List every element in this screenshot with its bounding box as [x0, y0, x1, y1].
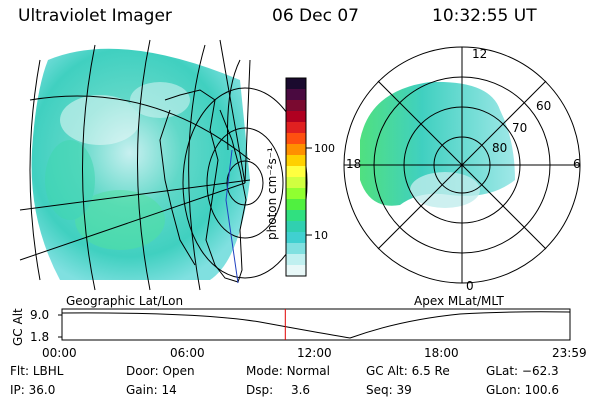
glon-info: GLon: 100.6 — [486, 383, 559, 397]
colorbar-cell — [286, 243, 306, 255]
colorbar — [285, 77, 312, 277]
door-label: Door: — [126, 364, 159, 378]
mode-value: Normal — [286, 364, 330, 378]
geo-grid — [19, 39, 308, 291]
polar-mlt-12: 12 — [472, 47, 487, 61]
colorbar-cell — [286, 199, 306, 211]
altitude-curve — [61, 311, 571, 339]
colorbar-cell — [286, 89, 306, 101]
colorbar-cell — [286, 265, 306, 277]
filter-info: Flt: LBHL — [10, 364, 63, 378]
geo-map — [19, 39, 308, 291]
polar-mlt-6: 6 — [573, 157, 581, 171]
colorbar-cell — [286, 133, 306, 145]
polar-grid — [343, 46, 581, 284]
polar-mlt-18: 18 — [346, 157, 361, 171]
door-info: Door: Open — [126, 364, 195, 378]
altitude-xtick-2: 12:00 — [297, 346, 332, 360]
mode-info: Mode: Normal — [246, 364, 330, 378]
door-value: Open — [162, 364, 195, 378]
glat-value: −62.3 — [521, 364, 559, 378]
geo-coastline — [164, 89, 247, 283]
gc-alt-info: GC Alt: 6.5 Re — [366, 364, 450, 378]
filter-label: Flt: — [10, 364, 29, 378]
colorbar-cell — [286, 122, 306, 134]
colorbar-cell — [286, 166, 306, 178]
glat-label: GLat: — [486, 364, 519, 378]
ip-info: IP: 36.0 — [10, 383, 55, 397]
altitude-xtick-4: 23:59 — [552, 346, 587, 360]
polar-map — [343, 46, 581, 284]
colorbar-cell — [286, 232, 306, 244]
altitude-ytick-high: 9.0 — [30, 308, 49, 322]
polar-map-label: Apex MLat/MLT — [414, 294, 504, 308]
seq-info: Seq: 39 — [366, 383, 412, 397]
polar-lat-60: 60 — [536, 99, 551, 113]
dsp-value: 3.6 — [290, 383, 311, 397]
altitude-ytick-low: 1.8 — [30, 330, 49, 344]
colorbar-cell — [286, 155, 306, 167]
polar-lat-80: 80 — [492, 141, 507, 155]
seq-label: Seq: — [366, 383, 393, 397]
colorbar-cell — [286, 188, 306, 200]
colorbar-cell — [286, 254, 306, 266]
polar-lat-70: 70 — [512, 121, 527, 135]
altitude-xtick-1: 06:00 — [170, 346, 205, 360]
dsp-label: Dsp: — [246, 383, 274, 397]
altitude-ylabel: GC Alt — [11, 308, 25, 346]
colorbar-cell — [286, 78, 306, 90]
geo-map-label: Geographic Lat/Lon — [66, 294, 183, 308]
dsp-info: Dsp: 3.6 — [246, 383, 310, 397]
glon-value: 100.6 — [524, 383, 559, 397]
filter-value: LBHL — [32, 364, 64, 378]
seq-value: 39 — [396, 383, 412, 397]
colorbar-tick-10: 10 — [314, 229, 328, 242]
colorbar-cell — [286, 177, 306, 189]
time-label: 10:32:55 UT — [432, 6, 537, 26]
mode-label: Mode: — [246, 364, 283, 378]
colorbar-tick-100: 100 — [314, 142, 335, 155]
glon-label: GLon: — [486, 383, 521, 397]
colorbar-cell — [286, 144, 306, 156]
gc-alt-value: 6.5 Re — [411, 364, 450, 378]
colorbar-cell — [286, 210, 306, 222]
altitude-xtick-0: 00:00 — [42, 346, 77, 360]
colorbar-cell — [286, 111, 306, 123]
gain-label: Gain: — [126, 383, 158, 397]
ip-label: IP: — [10, 383, 25, 397]
polar-aurora-image — [360, 81, 515, 206]
ip-value: 36.0 — [28, 383, 56, 397]
colorbar-cell — [286, 100, 306, 112]
gain-info: Gain: 14 — [126, 383, 177, 397]
colorbar-cell — [286, 221, 306, 233]
altitude-xtick-3: 18:00 — [424, 346, 459, 360]
gain-value: 14 — [161, 383, 177, 397]
polar-mlt-0: 0 — [466, 279, 474, 293]
date-label: 06 Dec 07 — [272, 6, 359, 26]
glat-info: GLat: −62.3 — [486, 364, 559, 378]
colorbar-unit: photon cm⁻²s⁻¹ — [265, 147, 279, 240]
instrument-title: Ultraviolet Imager — [18, 6, 172, 26]
altitude-plot — [58, 308, 571, 341]
gc-alt-label: GC Alt: — [366, 364, 408, 378]
